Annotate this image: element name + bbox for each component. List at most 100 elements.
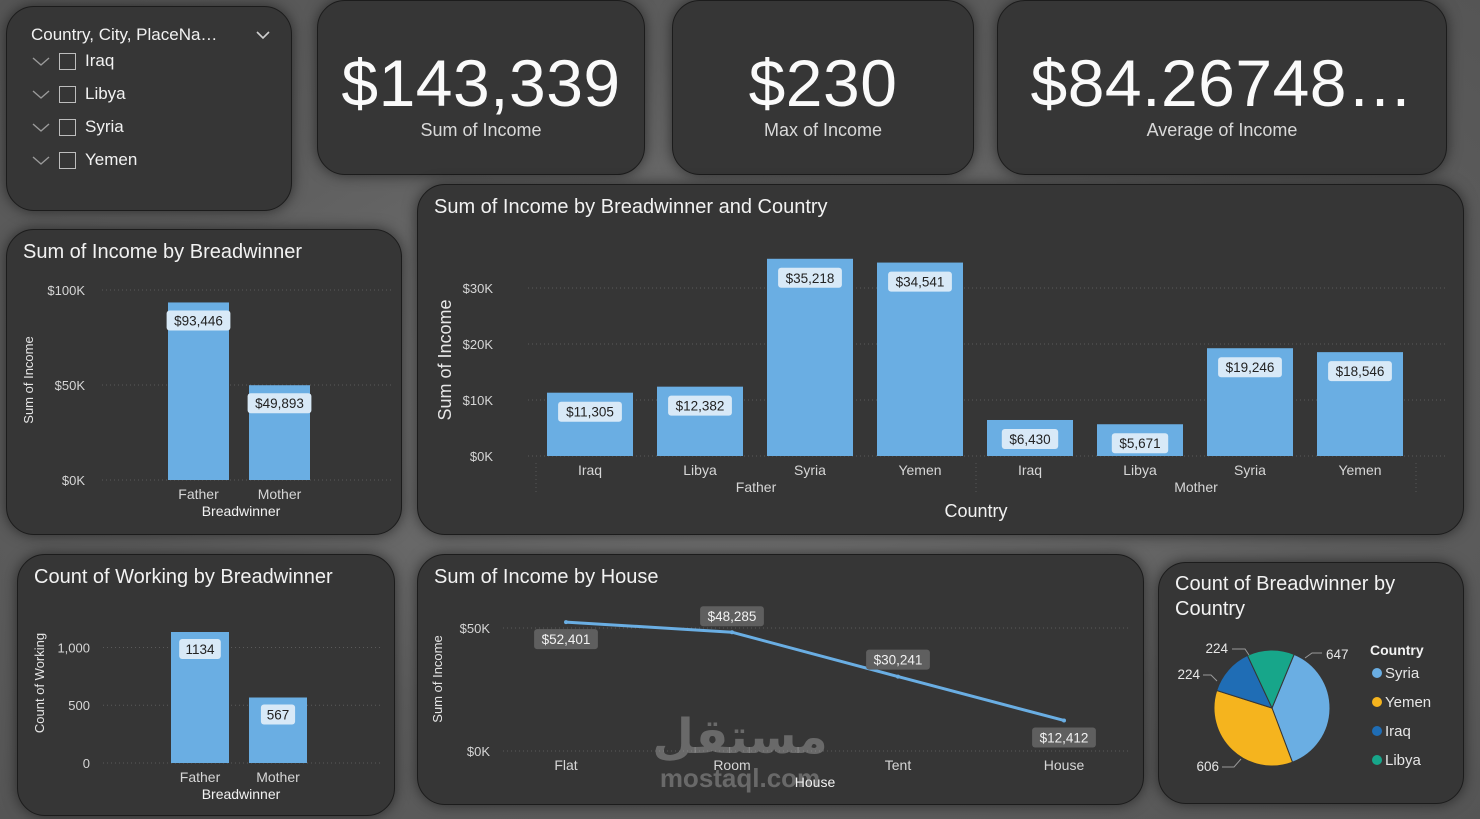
chart-income-by-breadwinner[interactable]: Sum of Income by Breadwinner $0K $50K $100… [6,229,402,535]
slicer-item-label: Libya [85,84,126,103]
chart-title: Sum of Income by Breadwinner [23,241,303,263]
slicer-item-iraq[interactable]: Iraq [31,49,114,73]
card-label: Average of Income [1146,120,1298,140]
data-label: 567 [267,708,290,723]
data-point [1062,718,1066,723]
slicer-item-yemen[interactable]: Yemen [31,148,137,172]
data-label: $30,241 [874,653,923,668]
group-label: Father [736,479,777,495]
x-tick-label: House [1044,757,1085,773]
legend-marker [1372,668,1382,678]
chevron-down-icon[interactable] [31,88,51,100]
legend-title: Country [1370,642,1424,658]
legend-label: Iraq [1385,723,1411,740]
data-point [730,630,734,635]
pie-slice [1246,649,1295,710]
x-tick-label: Syria [1234,462,1266,478]
x-tick-label: Libya [683,462,717,478]
chart-working-by-breadwinner[interactable]: Count of Working by Breadwinner 0 500 1,00… [17,554,395,816]
data-label: 606 [1196,759,1219,774]
y-tick-label: 0 [83,756,90,771]
x-tick-label: Yemen [898,462,941,478]
data-label: $5,671 [1119,436,1160,451]
y-tick-label: $10K [463,393,494,408]
chevron-down-icon[interactable] [31,121,51,133]
y-axis-title: Sum of Income [435,299,455,420]
chevron-down-icon[interactable] [31,154,51,166]
leader-line [1203,674,1218,682]
chart-title: Count of Breadwinner by Country [1175,573,1396,620]
chart-title: Sum of Income by Breadwinner and Country [434,196,828,218]
x-tick-label: Libya [1123,462,1157,478]
x-tick-label: Room [713,757,750,773]
card-sum-income: $143,339 Sum of Income [317,0,645,175]
card-label: Sum of Income [420,120,542,140]
card-value: $143,339 [341,46,621,120]
chart-breadwinner-by-country[interactable]: Count of Breadwinner by Country 647 606 22… [1158,562,1464,804]
x-axis-title: Country [944,501,1007,521]
chart-plot[interactable]: $0K $10K $20K $30K $11,305 Iraq $12,382 Libya $3… [418,185,1464,535]
data-label-bg [534,629,598,650]
y-tick-label: 500 [68,698,90,713]
data-label: $48,285 [708,609,757,624]
legend-marker [1372,697,1382,707]
data-label: $12,382 [676,399,725,414]
legend-label: Yemen [1385,694,1431,711]
chart-title: Count of Working by Breadwinner [34,566,333,588]
pie-slice [1213,689,1294,767]
y-tick-label: $50K [460,621,491,636]
data-label-bg [166,310,231,331]
chart-income-by-breadwinner-country[interactable]: Sum of Income by Breadwinner and Country… [417,184,1464,535]
data-label-bg [1328,361,1392,382]
chart-title: Sum of Income by House [434,566,659,588]
x-axis-title: Breadwinner [202,503,281,519]
chart-plot[interactable]: $0K$50K$100K$93,446Father$49,893MotherSu… [7,230,402,535]
x-tick-label: Father [178,486,219,502]
bar [168,302,229,480]
card-label: Max of Income [763,120,883,140]
checkbox[interactable] [59,118,76,136]
country-slicer: Country, City, PlaceNa… Iraq Libya Syria… [6,6,292,211]
x-axis-title: House [795,774,836,790]
x-tick-label: Mother [258,486,302,502]
slicer-title: Country, City, PlaceNa… [31,25,218,44]
data-label: 1134 [185,642,215,657]
data-label: $18,546 [1336,364,1385,379]
y-axis-title: Sum of Income [21,336,36,423]
group-label: Mother [1174,479,1218,495]
chart-plot[interactable]: 647 606 224 224 Country Syria Yemen Iraq Libya [1159,563,1464,804]
checkbox[interactable] [59,151,76,169]
y-tick-label: $20K [463,337,494,352]
data-label: $11,305 [566,405,614,420]
data-label: $52,401 [542,632,591,647]
chevron-down-icon[interactable] [31,55,51,67]
data-label-bg [179,639,221,659]
y-axis-title: Count of Working [32,633,47,733]
chart-plot[interactable]: $0K $50K $52,401 Flat $48,285 Room $30,241 Tent… [418,555,1144,805]
data-label-bg [888,271,952,292]
x-tick-label: Yemen [1338,462,1381,478]
data-label: 647 [1326,647,1349,662]
checkbox[interactable] [59,52,76,70]
checkbox[interactable] [59,85,76,103]
legend-label: Syria [1385,665,1420,682]
y-tick-label: $30K [463,281,494,296]
x-tick-label: Iraq [578,462,602,478]
data-label: $49,893 [255,396,304,411]
data-label-bg [260,704,296,725]
data-label-bg [1218,357,1282,378]
chevron-down-icon[interactable] [255,30,271,40]
slicer-item-syria[interactable]: Syria [31,115,124,139]
data-label: $93,446 [174,313,223,328]
data-label-bg [1111,433,1169,454]
slicer-item-label: Iraq [85,51,115,70]
card-value: $230 [748,46,898,120]
chart-income-by-house[interactable]: Sum of Income by House $0K $50K $52,401 Fla… [417,554,1144,805]
data-label-bg [558,401,622,422]
x-axis-title: Breadwinner [202,786,281,802]
slicer-header[interactable]: Country, City, PlaceNa… [31,25,271,45]
y-tick-label: $0K [467,744,490,759]
card-max-income: $230 Max of Income [672,0,974,175]
slicer-item-libya[interactable]: Libya [31,82,126,106]
